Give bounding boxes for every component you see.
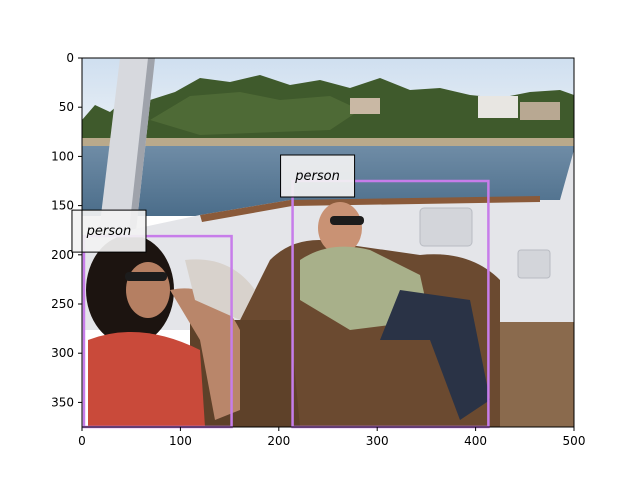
x-axis: 0 100 200 300 400 500 <box>78 427 585 448</box>
cushion <box>185 259 255 320</box>
x-tick-label: 500 <box>563 434 586 448</box>
boat-rail <box>200 196 540 222</box>
photo <box>82 58 574 427</box>
building <box>478 96 518 118</box>
y-tick-label: 250 <box>51 297 74 311</box>
shore <box>82 138 574 146</box>
man-trousers <box>380 290 490 420</box>
y-tick-label: 150 <box>51 199 74 213</box>
building <box>520 102 560 120</box>
y-tick-label: 0 <box>66 51 74 65</box>
vent <box>419 207 473 247</box>
y-tick-label: 100 <box>51 149 74 163</box>
woman-arm <box>170 288 240 420</box>
y-tick-label: 50 <box>59 100 74 114</box>
detection-label: person <box>86 224 132 239</box>
boat-pillar <box>98 58 155 240</box>
woman-face <box>126 262 170 318</box>
sunglasses <box>125 272 167 281</box>
y-axis: 0 50 100 150 200 250 300 350 <box>51 51 82 409</box>
x-tick-label: 100 <box>169 434 192 448</box>
woman-top <box>88 332 205 427</box>
detection-label-box <box>280 154 356 198</box>
x-tick-label: 0 <box>78 434 86 448</box>
x-tick-label: 400 <box>464 434 487 448</box>
vent <box>517 249 551 279</box>
y-tick-label: 200 <box>51 248 74 262</box>
x-tick-label: 200 <box>267 434 290 448</box>
detection-label-box <box>71 209 147 253</box>
y-tick-label: 350 <box>51 395 74 409</box>
man-head <box>318 202 362 254</box>
hill-highlight <box>150 92 360 135</box>
boat-pillar-shadow <box>128 58 155 240</box>
axes-frame <box>81 57 575 428</box>
house <box>350 98 380 114</box>
sunglasses <box>330 216 364 225</box>
detections-layer: person person <box>71 154 490 429</box>
x-tick-label: 300 <box>366 434 389 448</box>
y-tick-label: 300 <box>51 346 74 360</box>
detection-label: person <box>294 169 340 184</box>
